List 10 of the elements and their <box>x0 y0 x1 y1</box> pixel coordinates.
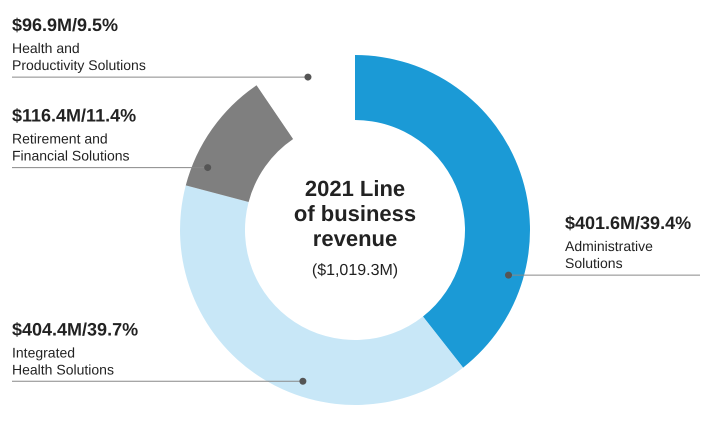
slice-label: Health and Productivity Solutions <box>12 40 146 74</box>
data-label: $116.4M/11.4% <box>12 106 136 126</box>
slice-label: Administrative Solutions <box>565 238 654 272</box>
slice-label: Retirement and Financial Solutions <box>12 130 130 164</box>
data-label: $404.4M/39.7% <box>12 319 138 340</box>
text: 2021 Line of business revenue <box>294 176 416 251</box>
text: ($1,019.3M) <box>312 262 398 279</box>
data-label: $96.9M/9.5% <box>12 15 118 36</box>
data-label: $401.6M/39.4% <box>565 213 692 234</box>
slice-label: Integrated Health Solutions <box>12 344 114 378</box>
